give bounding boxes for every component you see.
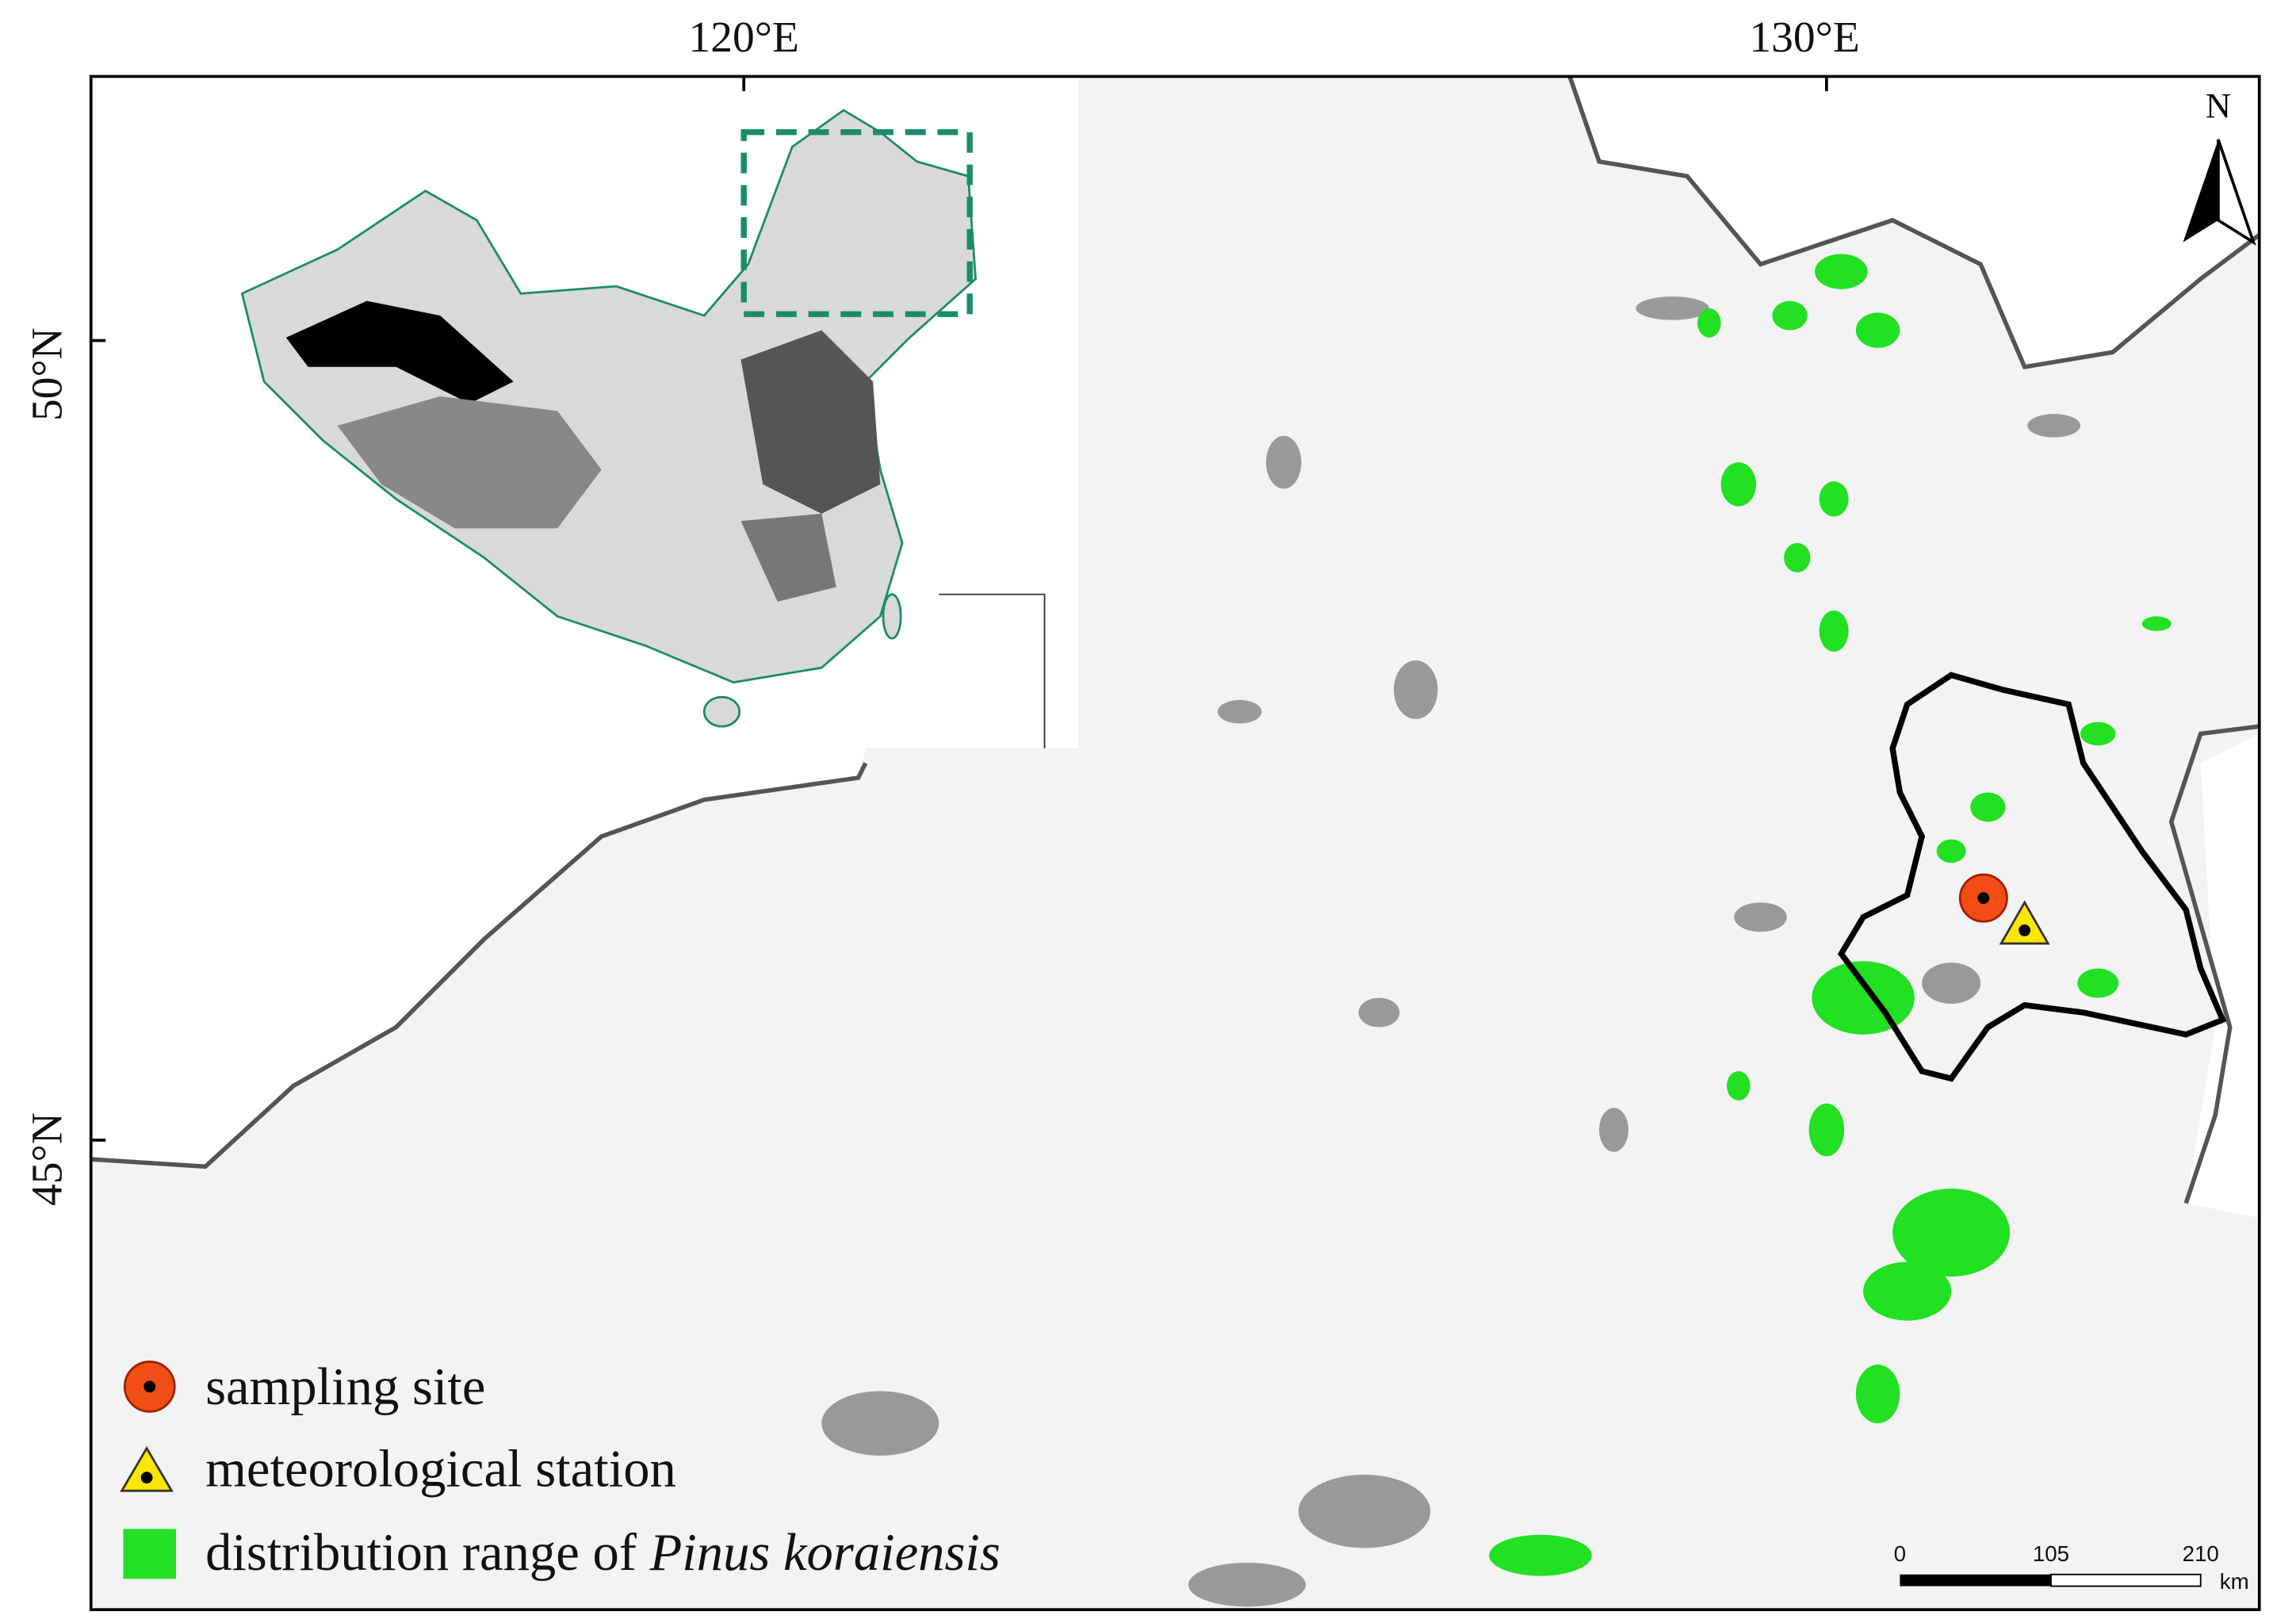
legend-species: Pinus koraiensis	[649, 1524, 1001, 1582]
latitude-label: 45°N	[24, 1112, 72, 1206]
legend-label: distribution range of Pinus koraiensis	[205, 1524, 1001, 1582]
scale-unit: km	[2220, 1569, 2249, 1594]
inset-map	[240, 109, 1046, 748]
sampling-site-marker	[1977, 892, 1990, 905]
legend-marker	[123, 1529, 177, 1579]
legend-label: sampling site	[205, 1358, 485, 1416]
foreign-area	[2186, 733, 2260, 1219]
legend-marker	[140, 1472, 153, 1484]
station-marker	[2019, 924, 2031, 936]
north-arrow	[2183, 139, 2218, 243]
longitude-label: 130°E	[1749, 13, 1859, 62]
legend-text: distribution range of	[205, 1524, 637, 1582]
latitude-label: 50°N	[24, 327, 72, 421]
distribution-patches	[1489, 254, 2172, 1576]
legend-label: meteorological station	[205, 1441, 676, 1499]
national-border	[1567, 75, 2261, 369]
legend-marker	[120, 1445, 174, 1492]
terrain-patches	[821, 296, 2080, 1607]
scale-label: 0	[1894, 1541, 1906, 1566]
scale-label: 210	[2183, 1541, 2219, 1566]
foreign-area	[1570, 76, 2260, 367]
scale-bar	[1900, 1574, 2051, 1587]
scale-label: 105	[2033, 1541, 2069, 1566]
national-border	[90, 762, 868, 1169]
study-region	[1837, 672, 2227, 1082]
north-label: N	[2206, 86, 2231, 125]
north-arrow	[2217, 139, 2256, 246]
map-frame	[89, 75, 2261, 1612]
longitude-label: 120°E	[689, 13, 799, 62]
scale-bar	[2050, 1573, 2202, 1587]
legend-marker	[144, 1380, 156, 1393]
national-border	[2168, 724, 2260, 1204]
station-marker	[1999, 900, 2050, 945]
